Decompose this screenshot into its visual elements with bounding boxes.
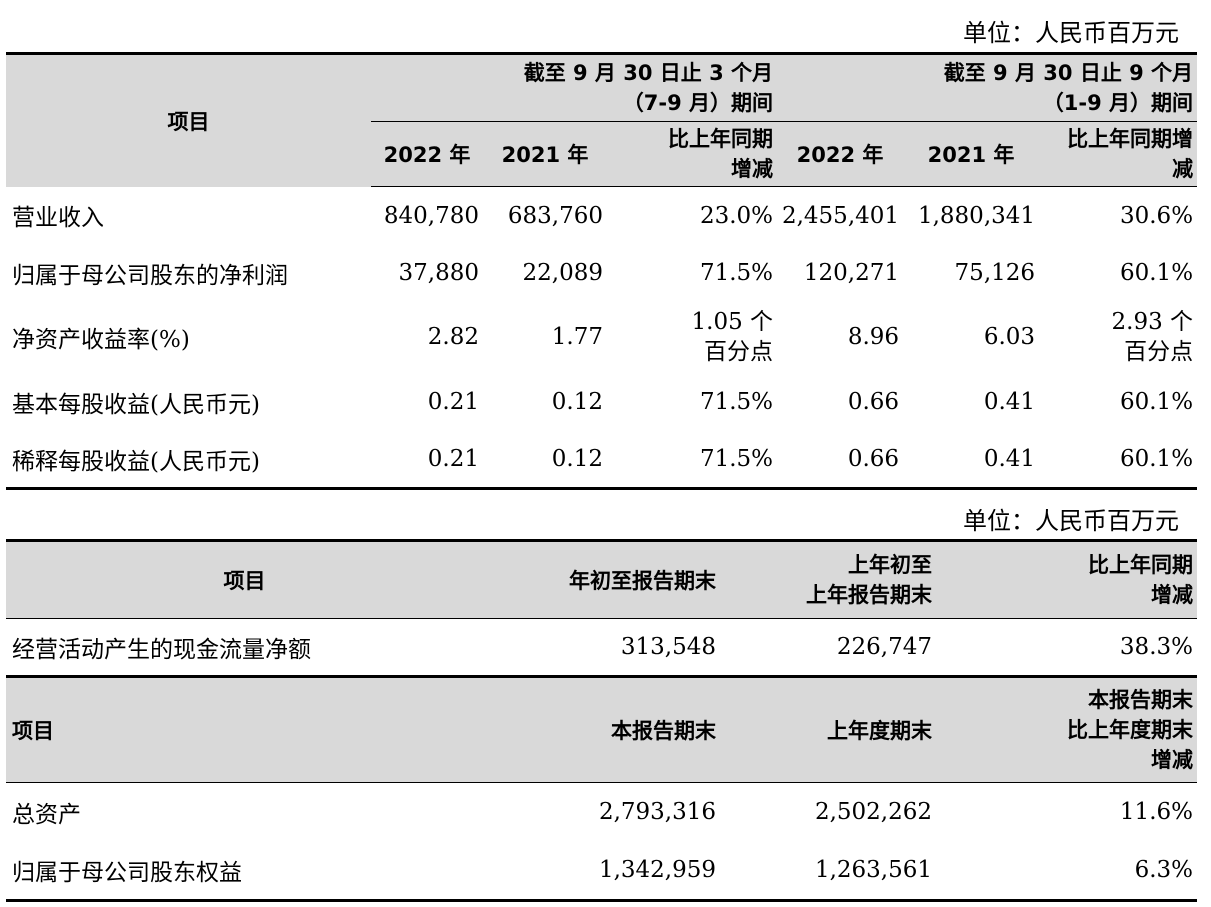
row-label: 归属于母公司股东的净利润: [12, 262, 288, 289]
header-item: 项目: [6, 676, 483, 783]
table-subheader-row: 2022 年 2021 年 比上年同期 增减 2022 年 2021 年 比上年…: [6, 121, 1198, 187]
row-label: 稀释每股收益(人民币元): [12, 448, 260, 475]
row-label: 归属于母公司股东权益: [12, 860, 242, 886]
table-row: 归属于母公司股东权益 1,342,959 1,263,561 6.3%: [6, 841, 1197, 901]
cell-9m-2022: 0.66: [847, 445, 900, 472]
cell-9m-change: 60.1%: [1119, 259, 1194, 286]
table-row: 稀释每股收益(人民币元) 0.21 0.12 71.5% 0.66 0.41 6…: [6, 430, 1197, 489]
cell-9m-2021: 1,880,341: [917, 202, 1036, 229]
header-period-9m: 截至 9 月 30 日止 9 个月 （1-9 月）期间: [777, 54, 1197, 122]
row-label: 总资产: [12, 802, 81, 828]
cell-q3-change: 71.5%: [699, 445, 774, 472]
cell-9m-2022: 8.96: [847, 324, 900, 350]
table-header-row: 项目 截至 9 月 30 日止 3 个月 （7-9 月）期间 截至 9 月 30…: [6, 53, 1198, 134]
cell-9m-2021: 0.41: [983, 388, 1036, 415]
cell-q3-2021: 1.77: [551, 324, 603, 350]
header-q3-2022: 2022 年: [371, 121, 483, 187]
cell-q3-2021: 0.12: [551, 388, 603, 415]
header-prev-year-end: 上年度期末: [720, 676, 936, 783]
unit-label: 单位：人民币百万元: [963, 507, 1179, 535]
header-period-9m-line1: 截至 9 月 30 日止 9 个月: [943, 61, 1194, 85]
header-q3-2021: 2021 年: [483, 121, 607, 187]
header-item: 项目: [6, 540, 483, 619]
header-item: 项目: [167, 109, 210, 134]
cell-q3-change: 71.5%: [699, 259, 774, 286]
header-change-line1: 本报告期末: [1088, 688, 1193, 712]
income-summary-table: 项目 截至 9 月 30 日止 3 个月 （7-9 月）期间 截至 9 月 30…: [6, 52, 1198, 490]
header-period-9m-line2: （1-9 月）期间: [1042, 91, 1194, 115]
table-row: 净资产收益率(%) 2.82 1.77 1.05 个 百分点 8.96 6.03…: [6, 301, 1197, 373]
header-9m-change: 比上年同期增 减: [1039, 121, 1198, 187]
cell-prev-year-end: 2,502,262: [814, 799, 932, 825]
cell-q3-2021: 0.12: [551, 445, 603, 472]
cell-9m-change: 60.1%: [1119, 445, 1194, 472]
header-9m-2022: 2022 年: [777, 121, 904, 187]
cell-q3-change: 71.5%: [699, 388, 774, 415]
cell-q3-change: 23.0%: [699, 202, 774, 229]
cell-9m-2022: 0.66: [847, 388, 900, 415]
cell-q3-2022: 0.21: [427, 445, 479, 472]
cell-q3-2021: 22,089: [522, 259, 603, 286]
table-row: 经营活动产生的现金流量净额 313,548 226,747 38.3%: [6, 618, 1197, 678]
cell-9m-change: 30.6%: [1119, 202, 1194, 229]
cell-prev-year-end: 1,263,561: [814, 857, 932, 883]
cell-ytd: 313,548: [483, 618, 720, 678]
cell-change: 38.3%: [936, 618, 1197, 678]
header-period-end: 本报告期末: [483, 676, 720, 783]
cell-9m-change: 2.93 个 百分点: [1039, 301, 1197, 373]
header-period-q3-line1: 截至 9 月 30 日止 3 个月: [523, 61, 774, 85]
header-change: 比上年同期 增减: [936, 540, 1197, 619]
cell-q3-change-line1: 1.05 个: [691, 309, 774, 335]
cell-q3-2022: 2.82: [427, 324, 479, 350]
header-q3-change-line1: 比上年同期: [668, 127, 774, 151]
header-9m-change-line2: 减: [1172, 157, 1194, 181]
header-ytd: 年初至报告期末: [483, 540, 720, 619]
header-prev-ytd-line2: 上年报告期末: [806, 583, 932, 607]
table-header-row: 项目 年初至报告期末 上年初至 上年报告期末 比上年同期 增减: [6, 540, 1197, 619]
header-q3-change: 比上年同期 增减: [607, 121, 778, 187]
table-row: 基本每股收益(人民币元) 0.21 0.12 71.5% 0.66 0.41 6…: [6, 373, 1197, 430]
cell-9m-change-line1: 2.93 个: [1111, 309, 1194, 335]
table-row: 归属于母公司股东的净利润 37,880 22,089 71.5% 120,271…: [6, 244, 1197, 301]
row-label: 基本每股收益(人民币元): [12, 391, 260, 418]
header-q3-change-line2: 增减: [731, 157, 774, 181]
header-period-q3-line2: （7-9 月）期间: [622, 91, 774, 115]
cell-q3-change: 1.05 个 百分点: [607, 301, 777, 373]
table-row: 总资产 2,793,316 2,502,262 11.6%: [6, 783, 1197, 842]
cell-change: 6.3%: [1134, 857, 1193, 883]
header-9m-change-line1: 比上年同期增: [1067, 127, 1194, 151]
table-row: 营业收入 840,780 683,760 23.0% 2,455,401 1,8…: [6, 187, 1197, 245]
header-change-line2: 比上年度期末: [1067, 718, 1193, 742]
unit-label: 单位：人民币百万元: [963, 19, 1179, 47]
cell-change: 11.6%: [1119, 799, 1193, 825]
table-header-row: 项目 本报告期末 上年度期末 本报告期末 比上年度期末 增减: [6, 676, 1197, 783]
cell-q3-2022: 0.21: [427, 388, 479, 415]
header-period-q3: 截至 9 月 30 日止 3 个月 （7-9 月）期间: [371, 54, 777, 122]
cashflow-balance-table: 项目 年初至报告期末 上年初至 上年报告期末 比上年同期 增减 经营活动产生的现…: [6, 539, 1197, 902]
row-label: 净资产收益率(%): [12, 327, 190, 353]
header-prev-ytd: 上年初至 上年报告期末: [720, 540, 936, 619]
cell-9m-2022: 120,271: [803, 259, 900, 286]
cell-9m-2022: 2,455,401: [781, 202, 900, 229]
header-change-line3: 增减: [1151, 748, 1193, 772]
cell-q3-2022: 37,880: [398, 259, 479, 286]
cell-9m-change: 60.1%: [1119, 388, 1194, 415]
cell-q3-2022: 840,780: [383, 202, 479, 229]
cell-period-end: 1,342,959: [598, 857, 716, 883]
cell-9m-2021: 75,126: [954, 259, 1036, 286]
cell-q3-2021: 683,760: [507, 202, 603, 229]
cell-period-end: 2,793,316: [598, 799, 716, 825]
row-label: 营业收入: [12, 205, 104, 232]
header-9m-2021: 2021 年: [903, 121, 1040, 187]
cell-9m-2021: 6.03: [983, 324, 1036, 350]
cell-9m-change-line2: 百分点: [1124, 339, 1194, 365]
header-change: 本报告期末 比上年度期末 增减: [936, 676, 1197, 783]
cell-q3-change-line2: 百分点: [704, 339, 774, 365]
header-prev-ytd-line1: 上年初至: [848, 553, 932, 577]
cell-9m-2021: 0.41: [983, 445, 1036, 472]
header-change-line1: 比上年同期: [1088, 553, 1193, 577]
header-change-line2: 增减: [1151, 583, 1193, 607]
cell-prev-ytd: 226,747: [720, 618, 936, 678]
row-label: 经营活动产生的现金流量净额: [6, 618, 483, 678]
